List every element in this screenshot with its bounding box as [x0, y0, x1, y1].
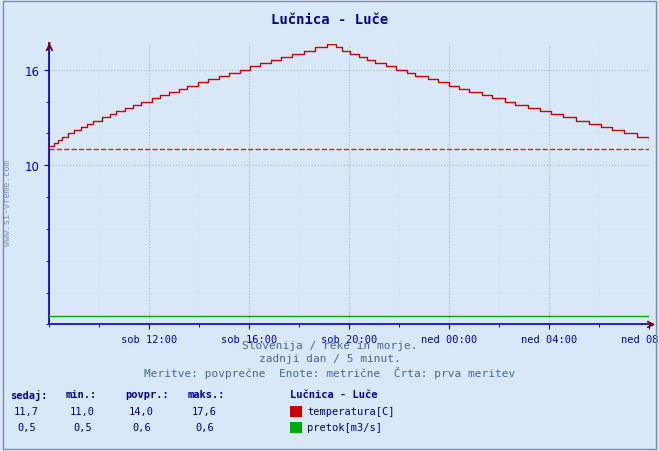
- Text: sedaj:: sedaj:: [10, 389, 47, 400]
- Text: pretok[m3/s]: pretok[m3/s]: [307, 423, 382, 433]
- Text: 0,6: 0,6: [132, 423, 151, 433]
- Text: 0,6: 0,6: [195, 423, 214, 433]
- Text: Meritve: povprečne  Enote: metrične  Črta: prva meritev: Meritve: povprečne Enote: metrične Črta:…: [144, 366, 515, 378]
- Text: povpr.:: povpr.:: [125, 390, 169, 400]
- Text: 11,7: 11,7: [14, 406, 39, 416]
- Text: temperatura[C]: temperatura[C]: [307, 406, 395, 416]
- Text: Lučnica - Luče: Lučnica - Luče: [290, 390, 378, 400]
- Text: Lučnica - Luče: Lučnica - Luče: [271, 14, 388, 27]
- Text: maks.:: maks.:: [188, 390, 225, 400]
- Text: 0,5: 0,5: [17, 423, 36, 433]
- Text: 14,0: 14,0: [129, 406, 154, 416]
- Text: Slovenija / reke in morje.: Slovenija / reke in morje.: [242, 340, 417, 350]
- Text: zadnji dan / 5 minut.: zadnji dan / 5 minut.: [258, 354, 401, 364]
- Text: www.si-vreme.com: www.si-vreme.com: [3, 160, 13, 246]
- Text: 0,5: 0,5: [73, 423, 92, 433]
- Text: 17,6: 17,6: [192, 406, 217, 416]
- Text: 11,0: 11,0: [70, 406, 95, 416]
- Text: min.:: min.:: [66, 390, 97, 400]
